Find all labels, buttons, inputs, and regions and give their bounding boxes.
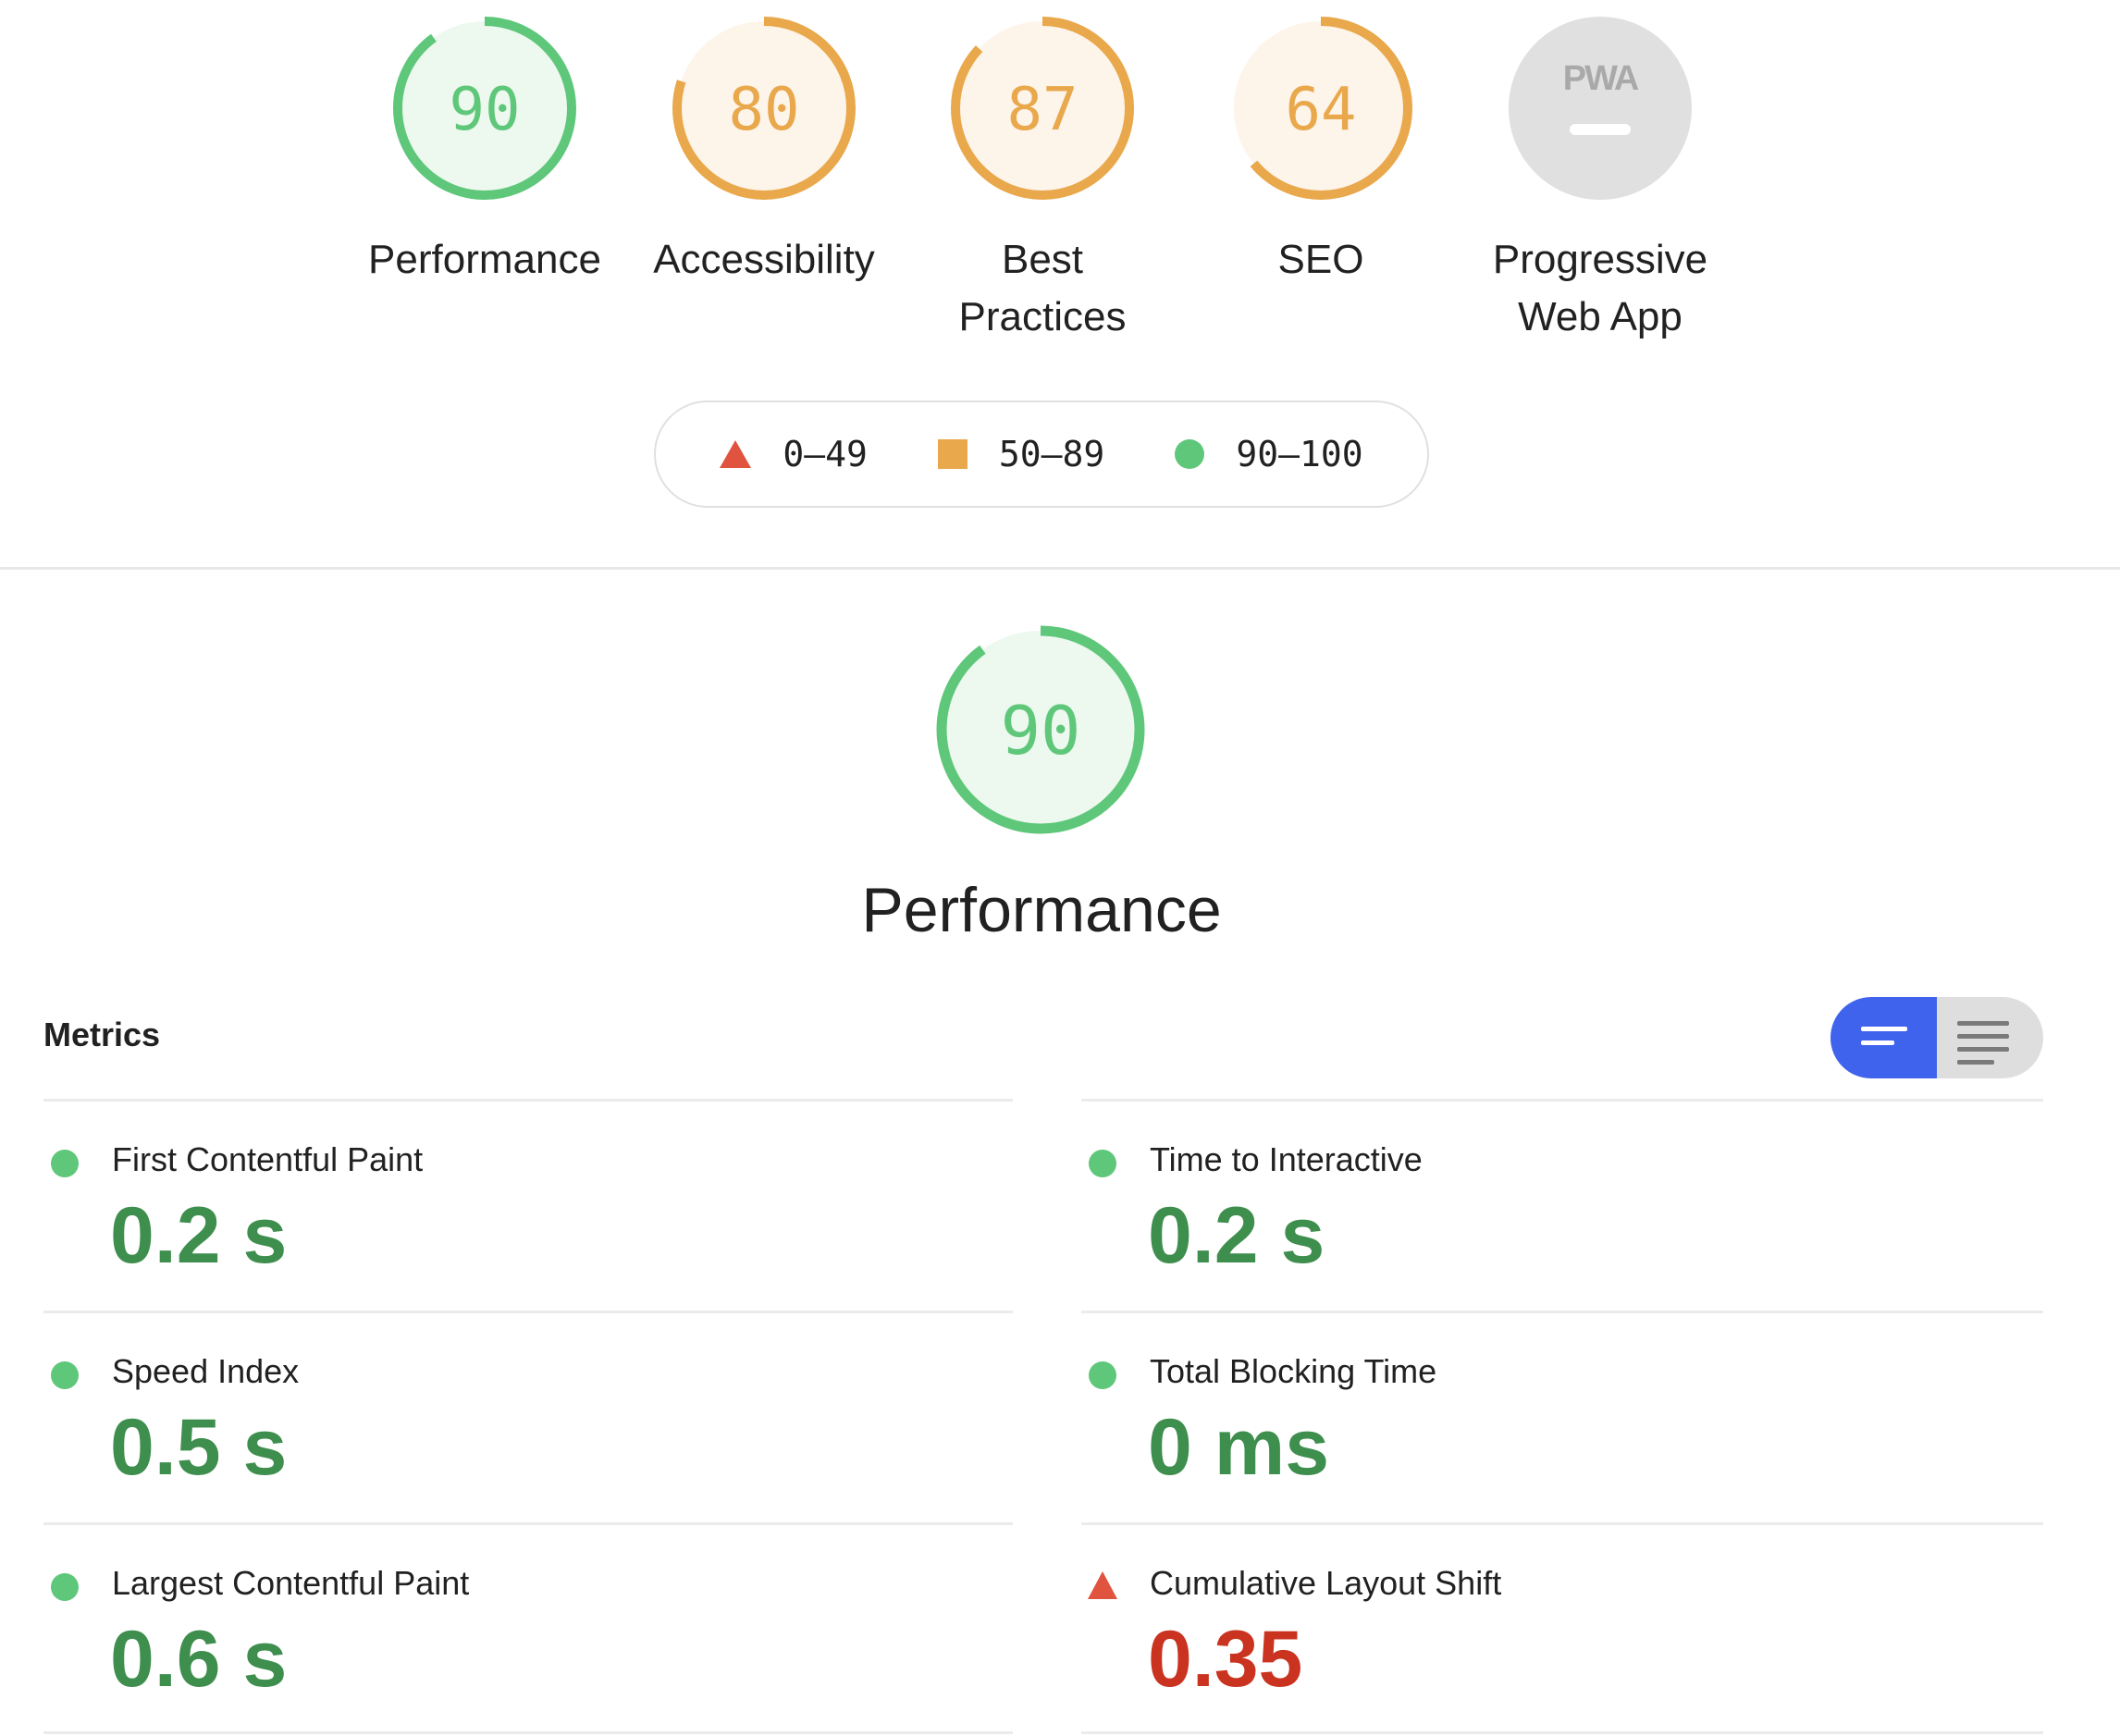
- legend-average-range: 50–89: [998, 434, 1105, 474]
- gauge-label: Accessibility: [653, 237, 875, 282]
- main-score: 90: [1001, 692, 1081, 770]
- pwa-badge-icon: PWA: [1509, 17, 1692, 200]
- metric-value: 0 ms: [1148, 1403, 1330, 1492]
- metric-value: 0.35: [1148, 1615, 1303, 1704]
- metric-value: 0.5 s: [110, 1403, 288, 1492]
- metric-label: Total Blocking Time: [1150, 1352, 1437, 1390]
- legend-pass-range: 90–100: [1236, 434, 1363, 474]
- metric-label: First Contentful Paint: [112, 1140, 424, 1178]
- pass-circle-icon: [1089, 1150, 1116, 1177]
- gauge-pwa[interactable]: PWA Progressive Web App: [1461, 13, 1739, 346]
- gauge-label: SEO: [1277, 237, 1364, 282]
- legend-fail: 0–49: [720, 434, 868, 474]
- metric-first-contentful-paint: First Contentful Paint 0.2 s: [43, 1099, 1013, 1312]
- metric-value: 0.2 s: [1148, 1191, 1325, 1280]
- legend-fail-range: 0–49: [783, 434, 868, 474]
- metric-largest-contentful-paint: Largest Contentful Paint 0.6 s: [43, 1522, 1013, 1736]
- metrics-bottom-divider: [43, 1731, 1013, 1734]
- score-legend: 0–49 50–89 90–100: [654, 400, 1429, 508]
- metric-total-blocking-time: Total Blocking Time 0 ms: [1081, 1311, 2043, 1524]
- expanded-view-icon: [1957, 1021, 2009, 1065]
- square-icon: [937, 439, 968, 469]
- gauge-ring: 64: [1229, 17, 1412, 200]
- performance-main-gauge: 90: [920, 622, 1161, 838]
- metric-label: Cumulative Layout Shift: [1150, 1564, 1502, 1602]
- gauge-ring: 90: [936, 625, 1145, 834]
- circle-icon: [1175, 439, 1205, 469]
- gauge-score: 64: [1285, 76, 1356, 144]
- metrics-view-toggle[interactable]: [1830, 997, 2043, 1078]
- gauge-label: Best Practices: [958, 237, 1127, 339]
- legend-average: 50–89: [937, 434, 1105, 474]
- metric-cumulative-layout-shift: Cumulative Layout Shift 0.35: [1081, 1522, 2043, 1736]
- pwa-badge-text: PWA: [1563, 59, 1639, 98]
- gauge-score: 80: [728, 76, 799, 144]
- gauge-ring: 87: [951, 17, 1134, 200]
- gauge-accessibility[interactable]: 80 Accessibility: [625, 13, 903, 289]
- gauge-seo[interactable]: 64 SEO: [1182, 13, 1460, 289]
- pass-circle-icon: [51, 1361, 79, 1389]
- gauge-label: Progressive Web App: [1492, 237, 1708, 339]
- fail-triangle-icon: [1088, 1571, 1117, 1599]
- metric-label: Time to Interactive: [1150, 1140, 1423, 1178]
- category-gauges: 90 Performance 80 Accessibility 87 Best …: [0, 0, 2120, 388]
- metric-label: Speed Index: [112, 1352, 300, 1390]
- metrics-bottom-divider: [1081, 1731, 2043, 1734]
- metric-speed-index: Speed Index 0.5 s: [43, 1311, 1013, 1524]
- expanded-view-button[interactable]: [1937, 997, 2043, 1078]
- gauge-label: Performance: [368, 237, 601, 282]
- compact-view-button[interactable]: [1830, 997, 1937, 1078]
- metric-value: 0.6 s: [110, 1615, 288, 1704]
- section-divider: [0, 567, 2120, 570]
- metric-time-to-interactive: Time to Interactive 0.2 s: [1081, 1099, 2043, 1312]
- gauge-best-practices[interactable]: 87 Best Practices: [904, 13, 1181, 346]
- metric-label: Largest Contentful Paint: [112, 1564, 470, 1602]
- triangle-icon: [720, 440, 752, 468]
- gauge-ring: 80: [672, 17, 856, 200]
- gauge-score: 87: [1006, 76, 1078, 144]
- metrics-header: Metrics: [43, 1016, 161, 1053]
- gauge-score: 90: [449, 76, 520, 144]
- pass-circle-icon: [51, 1150, 79, 1177]
- compact-view-icon: [1861, 1027, 1907, 1054]
- gauge-ring: 90: [393, 17, 576, 200]
- pass-circle-icon: [1089, 1361, 1116, 1389]
- performance-title: Performance: [861, 875, 1222, 945]
- legend-pass: 90–100: [1175, 434, 1363, 474]
- metric-value: 0.2 s: [110, 1191, 288, 1280]
- gauge-performance[interactable]: 90 Performance: [346, 13, 623, 289]
- pass-circle-icon: [51, 1573, 79, 1601]
